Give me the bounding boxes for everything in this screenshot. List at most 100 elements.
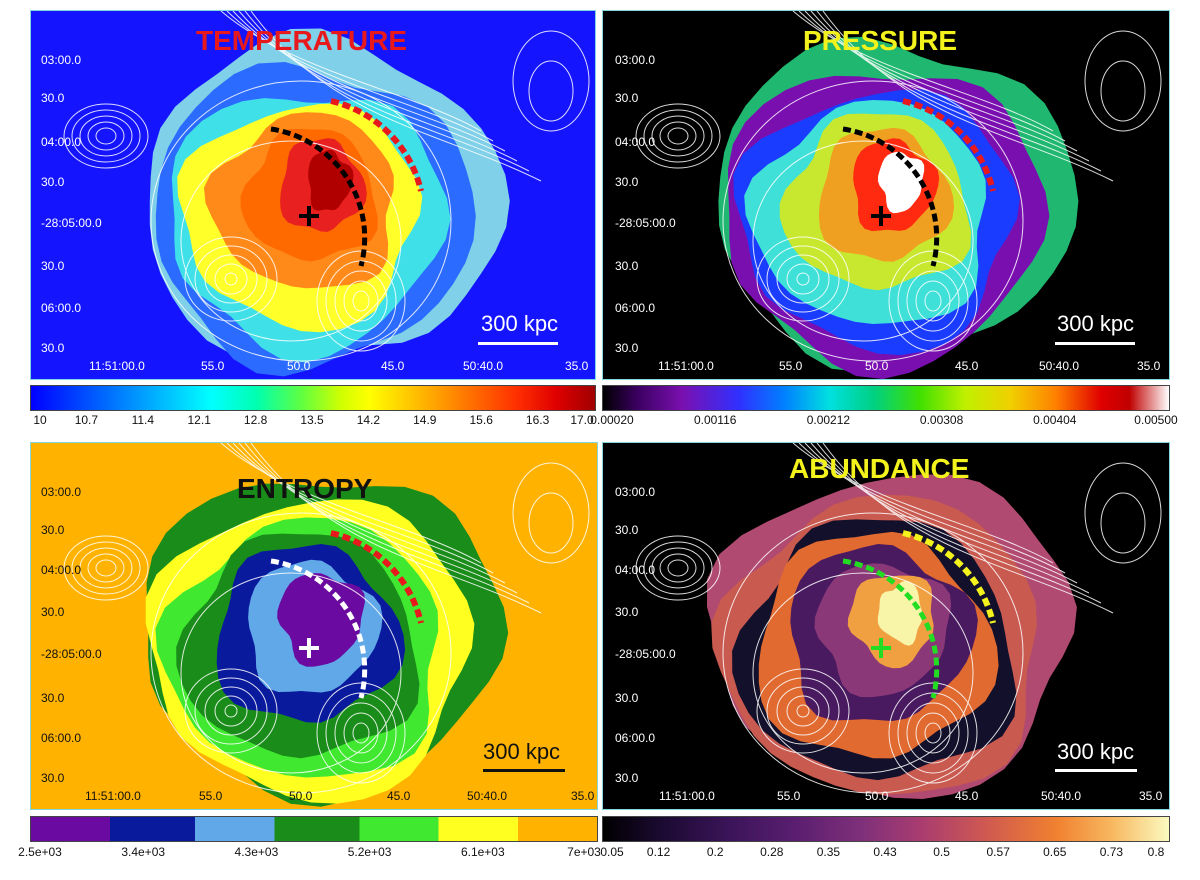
dec-tick: 30.0 bbox=[615, 605, 639, 619]
colorbar-tick-label: 0.73 bbox=[1099, 845, 1124, 859]
colorbar-tick-label: 4.3e+03 bbox=[234, 845, 279, 859]
colorbar-tick-label: 0.05 bbox=[600, 845, 624, 859]
ra-tick: 50:40.0 bbox=[1039, 359, 1080, 373]
entropy-map-panel: ENTROPY 03:00.0 30.0 04:00.0 30.0 -28:05… bbox=[30, 442, 598, 810]
panel-title: PRESSURE bbox=[803, 25, 958, 56]
ra-tick: 45.0 bbox=[387, 789, 411, 803]
colorbar-tick-label: 0.00500 bbox=[1134, 413, 1178, 427]
dec-tick: 06:00.0 bbox=[615, 301, 656, 315]
dec-tick: 03:00.0 bbox=[615, 485, 656, 499]
ra-tick: 50.0 bbox=[865, 359, 889, 373]
panel-title: TEMPERATURE bbox=[196, 25, 408, 56]
colorbar-tick-label: 15.6 bbox=[469, 413, 493, 427]
dec-tick: 30.0 bbox=[615, 771, 639, 785]
dec-tick: 06:00.0 bbox=[41, 301, 82, 315]
outer-front-arc bbox=[902, 98, 996, 192]
entropy-map bbox=[31, 443, 597, 809]
ra-tick: 35.0 bbox=[565, 359, 589, 373]
center-cross-marker bbox=[299, 638, 319, 658]
colorbar-tick-label: 6.1e+03 bbox=[460, 845, 505, 859]
colorbar-tick-label: 0.00308 bbox=[919, 413, 964, 427]
abundance-map-panel: ABUNDANCE 03:00.0 30.0 04:00.0 30.0 -28:… bbox=[602, 442, 1170, 810]
entropy-colorbar bbox=[30, 816, 598, 842]
inner-front-arc bbox=[842, 558, 940, 699]
abundance-colorbar bbox=[602, 816, 1170, 842]
ra-tick: 55.0 bbox=[777, 789, 801, 803]
outer-front-arc bbox=[330, 98, 424, 192]
temperature-colorbar bbox=[30, 385, 596, 411]
dec-tick: 30.0 bbox=[41, 771, 65, 785]
colorbar-tick-label: 3.4e+03 bbox=[121, 845, 166, 859]
radio-contours bbox=[635, 11, 1162, 362]
ra-tick: 11:51:00.0 bbox=[89, 359, 145, 373]
inner-front-arc bbox=[270, 558, 368, 699]
colorbar-tick-label: 0.65 bbox=[1043, 845, 1067, 859]
radio-contours bbox=[635, 443, 1162, 794]
ra-tick: 45.0 bbox=[955, 789, 979, 803]
dec-tick: -28:05:00.0 bbox=[615, 647, 676, 661]
colorbar-tick-label: 14.2 bbox=[356, 413, 381, 427]
colorbar-tick-label: 10.7 bbox=[74, 413, 99, 427]
panel-title: ABUNDANCE bbox=[789, 453, 970, 484]
ra-tick: 50.0 bbox=[865, 789, 889, 803]
dec-tick: -28:05:00.0 bbox=[41, 647, 102, 661]
colorbar-tick-label: 11.4 bbox=[131, 413, 155, 427]
ra-tick: 50:40.0 bbox=[467, 789, 508, 803]
center-cross-marker bbox=[871, 206, 891, 226]
dec-tick: 30.0 bbox=[41, 175, 65, 189]
temperature-map-panel: TEMPERATURE 03:00.0 30.0 04:00.0 30.0 -2… bbox=[30, 10, 596, 380]
center-cross-marker bbox=[299, 206, 319, 226]
ra-tick: 35.0 bbox=[1139, 789, 1163, 803]
inner-front-arc bbox=[270, 126, 368, 267]
outer-front-arc bbox=[330, 530, 424, 624]
dec-tick: 04:00.0 bbox=[41, 563, 82, 577]
colorbar-tick-label: 10 bbox=[33, 413, 47, 427]
colorbar-tick-label: 0.28 bbox=[760, 845, 784, 859]
ra-tick: 50:40.0 bbox=[463, 359, 504, 373]
map-region bbox=[308, 149, 354, 211]
dec-tick: 03:00.0 bbox=[41, 53, 82, 67]
dec-tick: -28:05:00.0 bbox=[41, 216, 102, 230]
ra-tick: 45.0 bbox=[955, 359, 979, 373]
dec-tick: 30.0 bbox=[41, 523, 65, 537]
dec-tick: 30.0 bbox=[41, 259, 65, 273]
center-cross-marker bbox=[871, 638, 891, 658]
dec-tick: 04:00.0 bbox=[615, 135, 656, 149]
scale-bar bbox=[1055, 769, 1137, 772]
colorbar-tick-label: 7e+03 bbox=[567, 845, 601, 859]
pressure-colorbar bbox=[602, 385, 1170, 411]
dec-tick: 30.0 bbox=[41, 91, 65, 105]
ra-tick: 11:51:00.0 bbox=[85, 789, 141, 803]
radio-contours bbox=[63, 443, 590, 794]
ra-tick: 11:51:00.0 bbox=[659, 789, 715, 803]
dec-tick: 03:00.0 bbox=[41, 485, 82, 499]
scale-bar bbox=[1055, 342, 1135, 345]
ra-tick: 50.0 bbox=[287, 359, 311, 373]
dec-tick: 30.0 bbox=[41, 691, 65, 705]
dec-tick: 30.0 bbox=[615, 175, 639, 189]
colorbar-tick-label: 0.00020 bbox=[590, 413, 634, 427]
ra-tick: 45.0 bbox=[381, 359, 405, 373]
scale-bar bbox=[478, 342, 558, 345]
dec-tick: 30.0 bbox=[41, 341, 65, 355]
pressure-map bbox=[603, 11, 1169, 379]
dec-tick: 04:00.0 bbox=[615, 563, 656, 577]
colorbar-tick-label: 0.8 bbox=[1147, 845, 1165, 859]
scale-label: 300 kpc bbox=[481, 311, 559, 336]
map-region bbox=[305, 585, 351, 646]
abundance-map bbox=[603, 443, 1169, 809]
ra-tick: 50:40.0 bbox=[1041, 789, 1082, 803]
dec-tick: 30.0 bbox=[615, 341, 639, 355]
dec-tick: 30.0 bbox=[615, 691, 639, 705]
colorbar-tick-label: 0.35 bbox=[816, 845, 841, 859]
pressure-map-panel: PRESSURE 03:00.0 30.0 04:00.0 30.0 -28:0… bbox=[602, 10, 1170, 380]
dec-tick: 06:00.0 bbox=[615, 731, 656, 745]
scale-label: 300 kpc bbox=[1057, 311, 1135, 336]
outer-front-arc bbox=[902, 530, 996, 624]
colorbar-tick-label: 5.2e+03 bbox=[347, 845, 392, 859]
colorbar-tick-label: 0.00212 bbox=[806, 413, 851, 427]
ra-tick: 55.0 bbox=[779, 359, 803, 373]
colorbar-tick-label: 17.0 bbox=[570, 413, 594, 427]
dec-tick: 30.0 bbox=[41, 605, 65, 619]
dec-tick: 04:00.0 bbox=[41, 135, 82, 149]
